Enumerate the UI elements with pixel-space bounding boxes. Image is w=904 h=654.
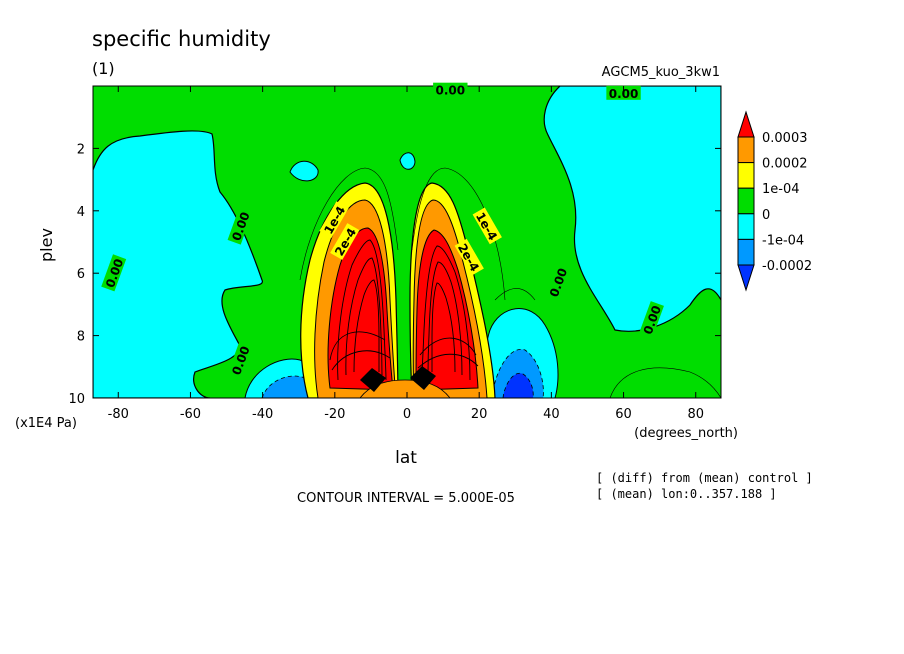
contour-interval-text: CONTOUR INTERVAL = 5.000E-05 xyxy=(297,491,515,506)
legend-swatch xyxy=(737,213,755,240)
legend-swatch xyxy=(737,136,755,164)
contour-label: 0.00 xyxy=(433,82,468,98)
color-legend: 0.0003 0.0002 1e-04 0 -1e-04 -0.0002 xyxy=(737,110,812,292)
legend-level-label: -1e-04 xyxy=(762,233,804,248)
region-negative-northern-polar xyxy=(543,86,721,332)
chart-subtitle: (1) xyxy=(92,59,115,78)
y-axis-label: plev xyxy=(37,228,56,262)
x-axis-unit: (degrees_north) xyxy=(634,426,738,441)
legend-swatch xyxy=(737,162,755,189)
x-tick-label: 0 xyxy=(403,407,411,422)
region-deepblue-north xyxy=(502,372,534,398)
legend-arrow-bottom xyxy=(737,264,755,292)
legend-level-label: 0.0002 xyxy=(762,157,808,172)
contour-lines-left xyxy=(329,239,391,381)
y-tick-label: 2 xyxy=(77,142,85,157)
max-marker-left xyxy=(360,368,386,392)
x-tick-label: -40 xyxy=(252,407,273,422)
contour-label-text: 0.00 xyxy=(436,84,466,98)
x-tick-label: 80 xyxy=(687,407,704,422)
contour-label: 0.00 xyxy=(606,85,641,101)
x-axis-label: lat xyxy=(395,448,417,468)
region-positive-red-right xyxy=(415,229,479,391)
maxima-markers xyxy=(360,366,436,392)
x-tick-label: 60 xyxy=(615,407,632,422)
x-tick-label: -20 xyxy=(324,407,345,422)
contour-label-bg xyxy=(227,341,253,379)
contour-label-bg xyxy=(606,85,641,100)
chart-title: specific humidity xyxy=(92,27,271,51)
region-negative-small-nw xyxy=(289,160,319,182)
region-negative-small-north xyxy=(399,152,416,170)
contour-label-bg xyxy=(472,207,502,245)
contour-label-bg xyxy=(639,301,664,339)
y-tick-label: 6 xyxy=(77,267,85,282)
contour-label-bg xyxy=(227,207,253,245)
contour-lines-faint xyxy=(299,167,721,398)
legend-level-label: 0 xyxy=(762,208,770,223)
contour-label-bg xyxy=(454,238,484,276)
y-tick-label: 8 xyxy=(77,330,85,345)
y-tick-label: 10 xyxy=(68,392,85,407)
contour-label-text: 0.00 xyxy=(609,87,639,101)
legend-level-label: -0.0002 xyxy=(762,259,812,274)
run-label: AGCM5_kuo_3kw1 xyxy=(602,65,720,80)
contour-label-bg xyxy=(545,263,571,301)
region-negative-southern-polar xyxy=(93,130,263,398)
contour-label-bg xyxy=(330,223,360,260)
note-line-1: [ (diff) from (mean) control ] xyxy=(596,471,813,485)
x-tick-label: 40 xyxy=(543,407,560,422)
legend-swatch xyxy=(737,187,755,215)
contour-field xyxy=(93,86,721,398)
legend-arrow-top xyxy=(737,110,755,138)
contour-label-bg xyxy=(101,254,127,292)
max-marker-right xyxy=(410,366,436,390)
axis-ticks: -80 -60 -40 -20 0 20 40 60 80 2 4 6 8 10 xyxy=(68,86,721,422)
contour-label-bg xyxy=(433,82,468,97)
x-tick-label: -60 xyxy=(180,407,201,422)
contour-label-bg xyxy=(319,201,349,239)
note-line-2: [ (mean) lon:0..357.188 ] xyxy=(596,487,777,501)
x-tick-label: 20 xyxy=(471,407,488,422)
legend-swatch xyxy=(737,238,755,266)
contour-lines-right xyxy=(417,245,479,381)
y-tick-label: 4 xyxy=(77,205,85,220)
legend-level-label: 1e-04 xyxy=(762,182,800,197)
legend-level-label: 0.0003 xyxy=(762,131,808,146)
y-axis-unit: (x1E4 Pa) xyxy=(15,416,77,431)
x-tick-label: -80 xyxy=(108,407,129,422)
